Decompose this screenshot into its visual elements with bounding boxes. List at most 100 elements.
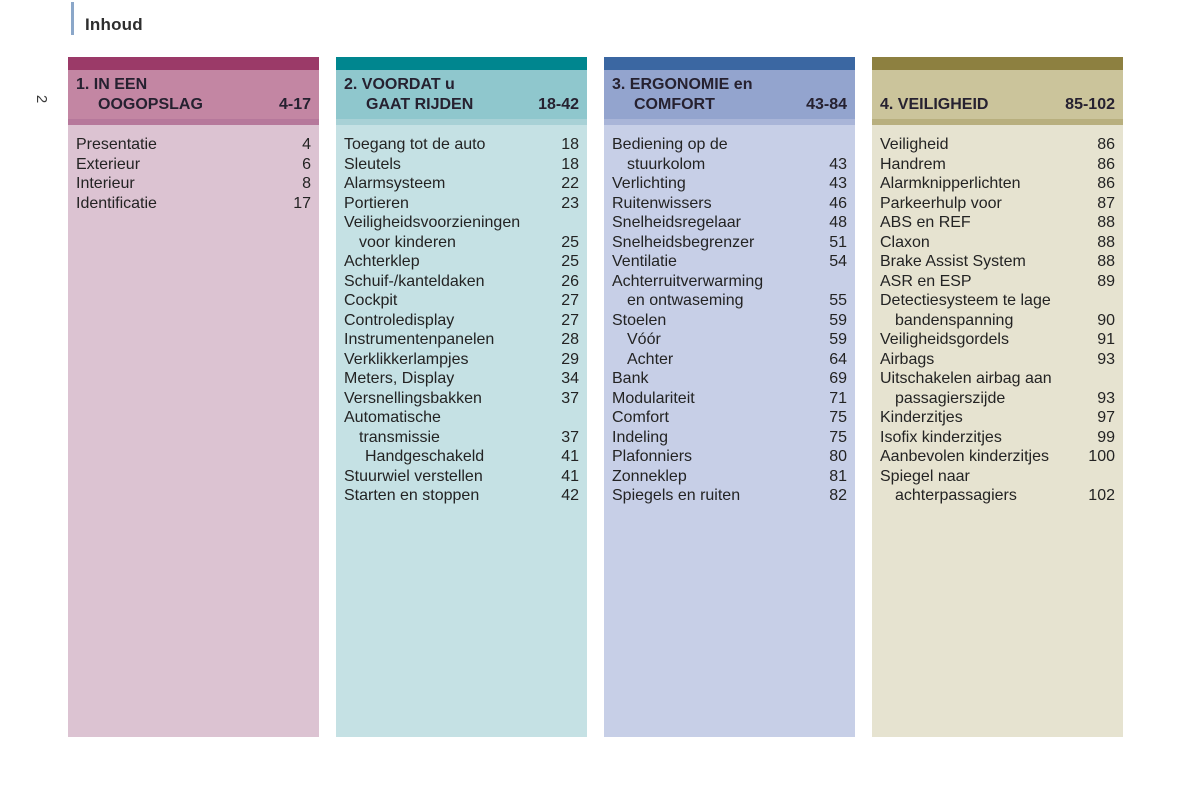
- toc-item-label: Aanbevolen kinderzitjes: [880, 448, 1049, 465]
- toc-item: Starten en stoppen 42: [344, 486, 579, 506]
- toc-item-label: Modulariteit: [612, 389, 695, 407]
- toc-item-page: 18: [561, 155, 579, 173]
- toc-item: Presentatie 4: [76, 135, 311, 155]
- toc-item-label: Bediening op de stuurkolom: [612, 136, 728, 173]
- column-top-bar: [68, 57, 319, 70]
- column-top-bar: [604, 57, 855, 70]
- toc-item-page: 51: [829, 233, 847, 251]
- column-top-bar: [336, 57, 587, 70]
- toc-item: Airbags 93: [880, 350, 1115, 370]
- toc-item-page: 86: [1097, 175, 1115, 192]
- toc-item: Snelheidsregelaar 48: [612, 213, 847, 233]
- toc-item: Ruitenwissers 46: [612, 194, 847, 214]
- toc-item: Achterruitverwarming en ontwaseming 55: [612, 272, 847, 311]
- toc-item-page: 46: [829, 194, 847, 212]
- column-divider: [604, 119, 855, 125]
- toc-item: Zonneklep 81: [612, 467, 847, 487]
- toc-item-page: 88: [1097, 253, 1115, 270]
- toc-column-veiligheid: 4. VEILIGHEID 85-102 Veiligheid 86 Handrem 86…: [872, 57, 1123, 737]
- toc-item-page: 59: [829, 331, 847, 348]
- toc-item-page: 41: [561, 467, 579, 485]
- toc-item: Meters, Display 34: [344, 369, 579, 389]
- toc-item-page: 91: [1097, 331, 1115, 348]
- toc-item: Handgeschakeld 41: [344, 447, 579, 467]
- column-header: 4. VEILIGHEID 85-102: [872, 70, 1123, 119]
- toc-item-label: Achterruitverwarming en ontwaseming: [612, 272, 764, 310]
- toc-item-page: 37: [561, 428, 579, 446]
- toc-item-label: Stuurwiel verstellen: [344, 467, 483, 485]
- toc-item-label: Stoelen: [612, 311, 667, 329]
- toc-item-page: 100: [1088, 448, 1115, 465]
- toc-item-label: Ruitenwissers: [612, 194, 712, 212]
- toc-item-page: 89: [1097, 272, 1115, 290]
- toc-item-page: 86: [1097, 155, 1115, 173]
- toc-item-label: Controledisplay: [344, 311, 455, 329]
- toc-item: Aanbevolen kinderzitjes 100: [880, 447, 1115, 467]
- toc-item: Achter 64: [612, 350, 847, 370]
- toc-item-label: Interieur: [76, 175, 135, 192]
- toc-item: Veiligheid 86: [880, 135, 1115, 155]
- toc-item: Isofix kinderzitjes 99: [880, 428, 1115, 448]
- toc-item-label: Vóór: [627, 331, 661, 348]
- toc-item-label: Handrem: [880, 155, 946, 173]
- toc-item-label: Alarmsysteem: [344, 175, 446, 192]
- toc-item-page: 71: [829, 389, 847, 407]
- toc-item: Detectiesysteem te lage bandenspanning 90: [880, 291, 1115, 330]
- toc-item-page: 54: [829, 253, 847, 270]
- toc-item-label: Achter: [627, 350, 674, 368]
- toc-item-page: 88: [1097, 233, 1115, 251]
- toc-item: transmissie 37: [344, 428, 579, 448]
- toc-item-label: Instrumentenpanelen: [344, 331, 495, 348]
- toc-item-page: 59: [829, 311, 847, 329]
- toc-item-label: Veiligheidsgordels: [880, 331, 1009, 348]
- toc-item: Verlichting 43: [612, 174, 847, 194]
- toc-item-page: 41: [561, 448, 579, 465]
- toc-item-page: 6: [302, 155, 311, 173]
- toc-item-page: 27: [561, 311, 579, 329]
- toc-item-page: 75: [829, 409, 847, 426]
- column-item-list: Bediening op de stuurkolom 43 Verlichting 4…: [604, 125, 855, 737]
- column-page-range: 43-84: [806, 96, 847, 113]
- toc-item: Portieren 23: [344, 194, 579, 214]
- toc-item-page: 27: [561, 292, 579, 309]
- toc-item-page: 26: [561, 272, 579, 290]
- toc-item-page: 88: [1097, 214, 1115, 231]
- toc-item-page: 69: [829, 370, 847, 387]
- toc-item: Bediening op de stuurkolom 43: [612, 135, 847, 174]
- toc-item: Alarmsysteem 22: [344, 174, 579, 194]
- toc-item-page: 64: [829, 350, 847, 368]
- toc-item-label: Automatische: [344, 409, 441, 426]
- toc-item-page: 48: [829, 214, 847, 231]
- toc-item-label: Uitschakelen airbag aan passagierszijde: [880, 370, 1052, 407]
- toc-item-page: 102: [1088, 487, 1115, 504]
- toc-item-label: Claxon: [880, 233, 930, 251]
- toc-column-in-een-oogopslag: 1. IN EEN OOGOPSLAG 4-17 Presentatie 4 Exter…: [68, 57, 319, 737]
- toc-item: Sleutels 18: [344, 155, 579, 175]
- toc-item: Spiegel naar achterpassagiers 102: [880, 467, 1115, 506]
- column-page-range: 18-42: [538, 96, 579, 113]
- toc-item-label: ABS en REF: [880, 214, 971, 231]
- toc-item-label: Spiegel naar achterpassagiers: [880, 467, 1017, 505]
- toc-item: Automatische: [344, 408, 579, 428]
- toc-item-label: Presentatie: [76, 136, 157, 153]
- toc-item: Kinderzitjes 97: [880, 408, 1115, 428]
- toc-item-page: 82: [829, 487, 847, 504]
- toc-item-label: Parkeerhulp voor: [880, 194, 1002, 212]
- column-header: 3. ERGONOMIE en COMFORT 43-84: [604, 70, 855, 119]
- toc-item-label: Zonneklep: [612, 467, 687, 485]
- toc-item-label: Identificatie: [76, 194, 157, 212]
- toc-item-page: 93: [1097, 389, 1115, 407]
- toc-item-label: Indeling: [612, 428, 669, 446]
- toc-item-page: 17: [293, 194, 311, 212]
- toc-item: Schuif-/kanteldaken 26: [344, 272, 579, 292]
- toc-item-label: Versnellingsbakken: [344, 389, 482, 407]
- toc-item-page: 86: [1097, 136, 1115, 153]
- column-item-list: Veiligheid 86 Handrem 86 Alarmknipperlichten…: [872, 125, 1123, 737]
- toc-item: Brake Assist System 88: [880, 252, 1115, 272]
- page-number: 2: [33, 94, 50, 104]
- toc-item: Veiligheidsvoorzieningen voor kinderen 25: [344, 213, 579, 252]
- toc-item-label: Plafonniers: [612, 448, 693, 465]
- toc-item-page: 55: [829, 292, 847, 309]
- toc-item: Interieur 8: [76, 174, 311, 194]
- toc-item: Stuurwiel verstellen 41: [344, 467, 579, 487]
